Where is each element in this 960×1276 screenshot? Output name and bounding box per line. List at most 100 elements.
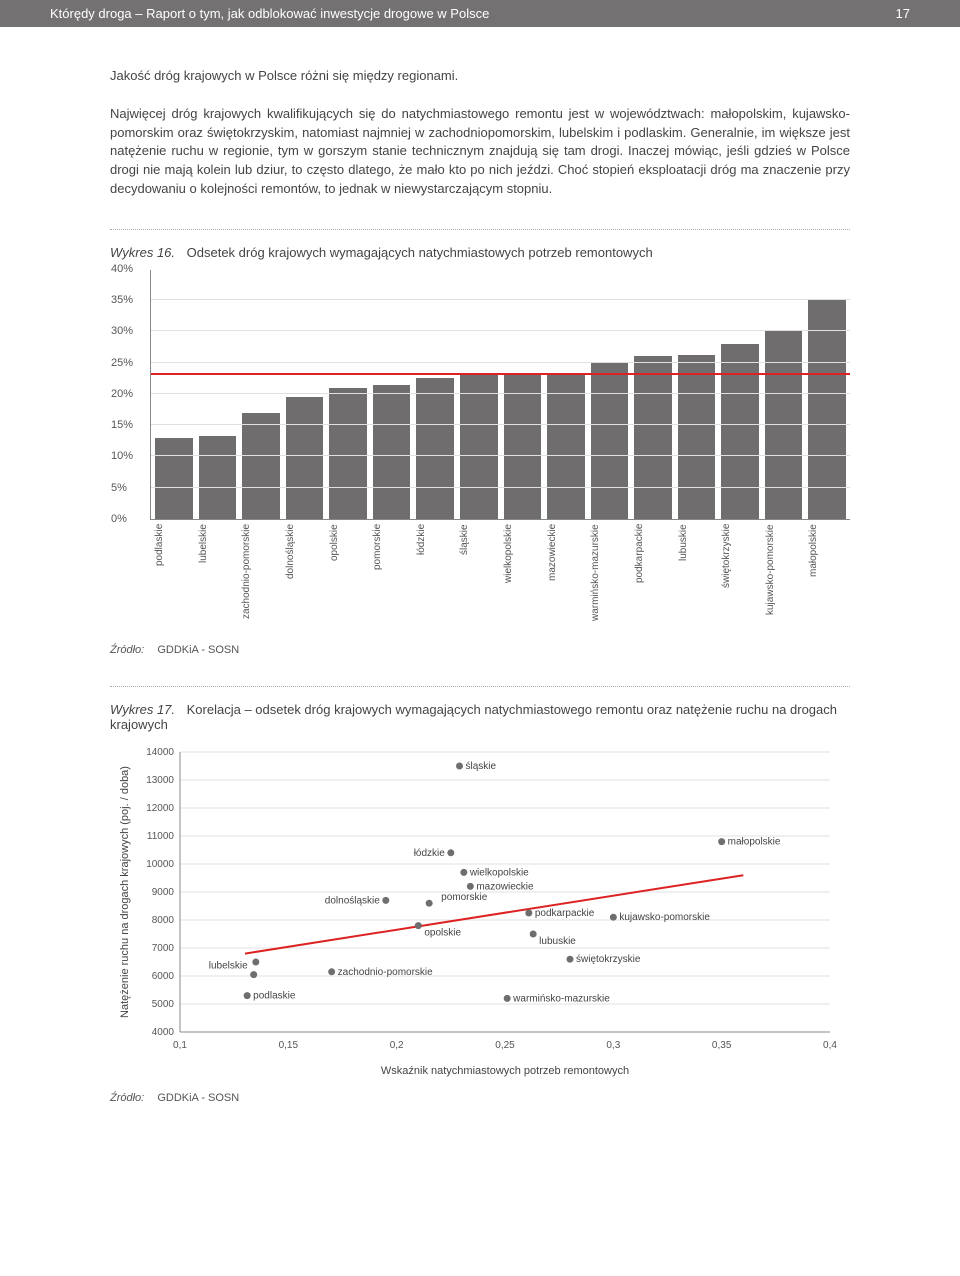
chart17-label: Wykres 17. bbox=[110, 702, 175, 717]
separator-1 bbox=[110, 229, 850, 230]
scatter-point bbox=[567, 956, 574, 963]
scatter-xlabel: 0,35 bbox=[712, 1040, 732, 1051]
scatter-point-label: wielkopolskie bbox=[469, 867, 529, 878]
scatter-point-label: małopolskie bbox=[728, 837, 781, 848]
bar-category-label: śląskie bbox=[459, 524, 497, 634]
bar bbox=[591, 363, 629, 519]
scatter-ylabel: 7000 bbox=[152, 943, 175, 954]
bar-ylabel: 0% bbox=[111, 513, 127, 525]
bar bbox=[721, 344, 759, 519]
bar bbox=[242, 413, 280, 519]
bar-ylabel: 30% bbox=[111, 325, 133, 337]
bar-gridline bbox=[151, 455, 850, 456]
bar-plot-area: 0%5%10%15%20%25%30%35%40% bbox=[150, 270, 850, 520]
scatter-point bbox=[328, 968, 335, 975]
bar bbox=[416, 378, 454, 519]
page-header: Którędy droga – Raport o tym, jak odblok… bbox=[0, 0, 960, 27]
bar-category-label: opolskie bbox=[329, 524, 367, 634]
scatter-ylabel: 11000 bbox=[147, 831, 175, 842]
scatter-ylabel: 4000 bbox=[152, 1027, 175, 1038]
body-paragraph-1: Jakość dróg krajowych w Polsce różni się… bbox=[110, 67, 850, 199]
chart16-label: Wykres 16. bbox=[110, 245, 175, 260]
scatter-point-label: łódzkie bbox=[414, 848, 446, 859]
source-label-16: Źródło: bbox=[110, 644, 144, 656]
scatter-point bbox=[252, 958, 259, 965]
scatter-ylabel: 12000 bbox=[146, 803, 174, 814]
bar-category-label: wielkopolskie bbox=[503, 524, 541, 634]
scatter-ylabel: 5000 bbox=[152, 999, 175, 1010]
scatter-point bbox=[250, 971, 257, 978]
source-value-16: GDDKiA - SOSN bbox=[157, 644, 239, 656]
bar-ylabel: 15% bbox=[111, 419, 133, 431]
bar-ylabel: 10% bbox=[111, 450, 133, 462]
bar bbox=[678, 355, 716, 519]
bar-category-label: dolnośląskie bbox=[285, 524, 323, 634]
scatter-point-label: mazowieckie bbox=[476, 881, 534, 892]
chart17-source: Źródło: GDDKiA - SOSN bbox=[110, 1092, 850, 1104]
chart17-title: Korelacja – odsetek dróg krajowych wymag… bbox=[110, 702, 837, 732]
scatter-xlabel: 0,3 bbox=[606, 1040, 620, 1051]
scatter-point bbox=[718, 838, 725, 845]
bar-category-label: lubuskie bbox=[678, 524, 716, 634]
scatter-point bbox=[504, 995, 511, 1002]
header-title: Którędy droga – Raport o tym, jak odblok… bbox=[50, 6, 489, 21]
scatter-point-label: lubelskie bbox=[209, 961, 248, 972]
source-label-17: Źródło: bbox=[110, 1092, 144, 1104]
scatter-svg: 4000500060007000800090001000011000120001… bbox=[110, 742, 850, 1082]
scatter-x-title: Wskaźnik natychmiastowych potrzeb remont… bbox=[381, 1065, 629, 1077]
scatter-point-label: podlaskie bbox=[253, 991, 296, 1002]
scatter-point bbox=[244, 992, 251, 999]
scatter-xlabel: 0,15 bbox=[279, 1040, 299, 1051]
chart16-title-row: Wykres 16. Odsetek dróg krajowych wymaga… bbox=[110, 245, 850, 260]
scatter-xlabel: 0,2 bbox=[390, 1040, 404, 1051]
bar bbox=[765, 331, 803, 519]
scatter-point-label: dolnośląskie bbox=[325, 895, 380, 906]
bar-category-label: pomorskie bbox=[372, 524, 410, 634]
bar-category-label: zachodnio-pomorskie bbox=[241, 524, 279, 634]
chart17-title-row: Wykres 17. Korelacja – odsetek dróg kraj… bbox=[110, 702, 850, 732]
bar-ylabel: 40% bbox=[111, 263, 133, 275]
bar bbox=[460, 375, 498, 519]
chart16-title: Odsetek dróg krajowych wymagających naty… bbox=[187, 245, 653, 260]
bar-category-label: podkarpackie bbox=[634, 524, 672, 634]
scatter-ylabel: 10000 bbox=[146, 859, 174, 870]
scatter-point bbox=[460, 869, 467, 876]
bar-ylabel: 20% bbox=[111, 388, 133, 400]
bar-category-label: mazowieckie bbox=[547, 524, 585, 634]
scatter-point-label: opolskie bbox=[424, 928, 461, 939]
scatter-y-title: Natężenie ruchu na drogach krajowych (po… bbox=[119, 766, 131, 1018]
scatter-point-label: zachodnio-pomorskie bbox=[338, 967, 433, 978]
scatter-point bbox=[610, 914, 617, 921]
bar-xaxis: podlaskielubelskiezachodnio-pomorskiedol… bbox=[150, 524, 850, 634]
scatter-xlabel: 0,1 bbox=[173, 1040, 187, 1051]
scatter-point-label: kujawsko-pomorskie bbox=[619, 912, 710, 923]
scatter-point-label: podkarpackie bbox=[535, 908, 595, 919]
scatter-ylabel: 13000 bbox=[146, 775, 174, 786]
chart16-source: Źródło: GDDKiA - SOSN bbox=[110, 644, 850, 656]
scatter-point-label: lubuskie bbox=[539, 936, 576, 947]
bar bbox=[155, 438, 193, 519]
bar-gridline bbox=[151, 487, 850, 488]
scatter-point-label: warmińsko-mazurskie bbox=[512, 993, 610, 1004]
scatter-xlabel: 0,4 bbox=[823, 1040, 837, 1051]
bar-gridline bbox=[151, 362, 850, 363]
bar-ylabel: 5% bbox=[111, 482, 127, 494]
bar-gridline bbox=[151, 424, 850, 425]
scatter-ylabel: 14000 bbox=[146, 747, 174, 758]
scatter-point bbox=[525, 909, 532, 916]
bar-category-label: kujawsko-pomorskie bbox=[765, 524, 803, 634]
scatter-point bbox=[382, 897, 389, 904]
bar-ylabel: 35% bbox=[111, 294, 133, 306]
bar bbox=[547, 374, 585, 519]
chart16-bar-chart: 0%5%10%15%20%25%30%35%40% podlaskielubel… bbox=[150, 270, 850, 634]
scatter-ylabel: 9000 bbox=[152, 887, 175, 898]
separator-2 bbox=[110, 686, 850, 687]
scatter-point bbox=[456, 762, 463, 769]
bar-category-label: łódzkie bbox=[416, 524, 454, 634]
scatter-point-label: śląskie bbox=[466, 761, 497, 772]
bar-category-label: lubelskie bbox=[198, 524, 236, 634]
scatter-point bbox=[415, 922, 422, 929]
bar-gridline bbox=[151, 393, 850, 394]
bar bbox=[286, 397, 324, 519]
source-value-17: GDDKiA - SOSN bbox=[157, 1092, 239, 1104]
